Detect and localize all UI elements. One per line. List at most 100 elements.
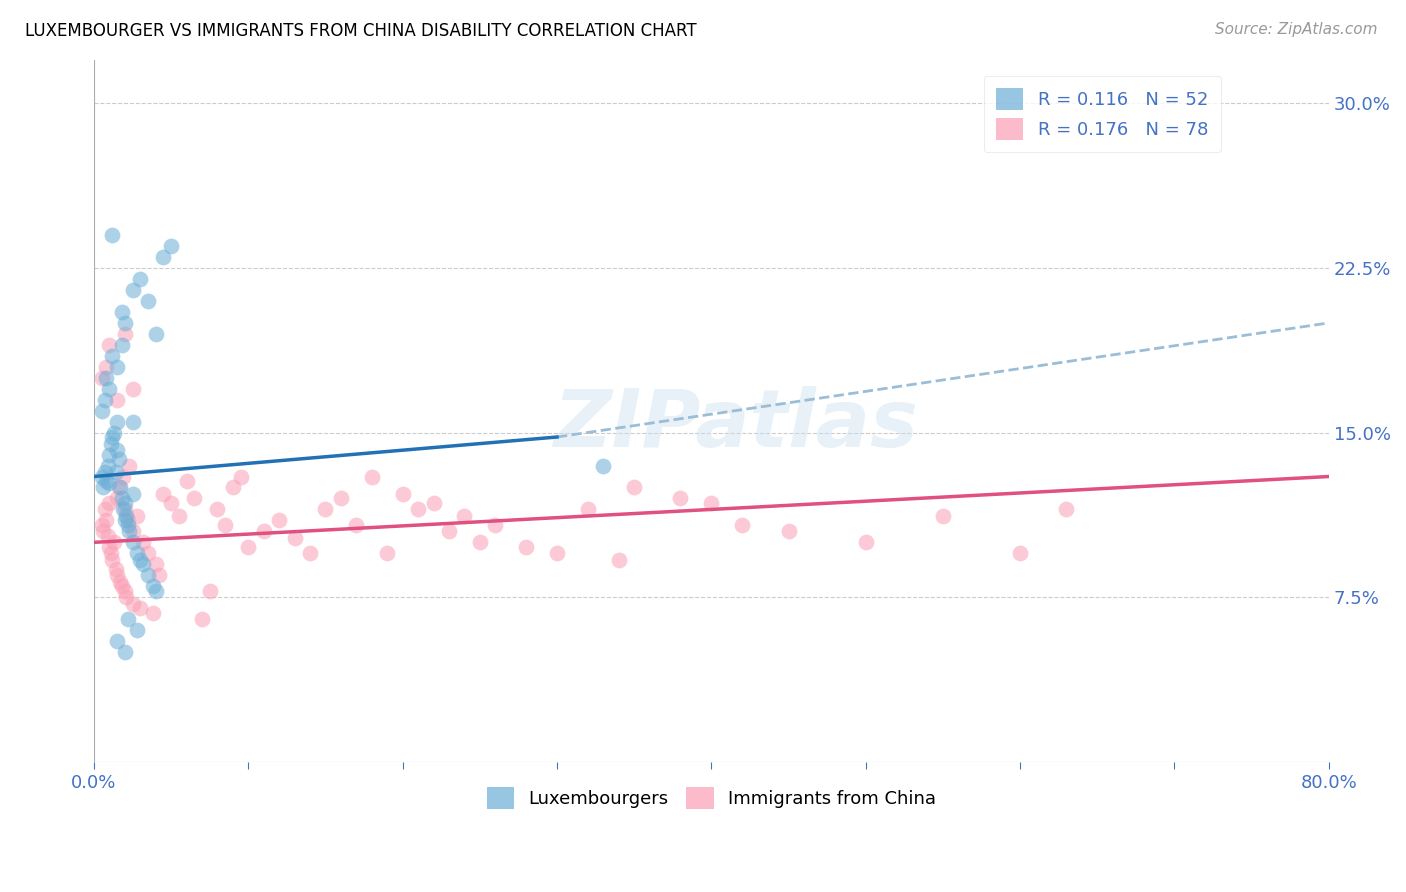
Point	[183, 491, 205, 506]
Point	[299, 546, 322, 560]
Point	[105, 491, 128, 506]
Point	[96, 513, 118, 527]
Point	[115, 591, 138, 605]
Point	[101, 228, 124, 243]
Point	[127, 623, 149, 637]
Point	[114, 326, 136, 341]
Point	[142, 606, 165, 620]
Point	[105, 359, 128, 374]
Point	[360, 469, 382, 483]
Point	[111, 338, 134, 352]
Point	[96, 359, 118, 374]
Point	[100, 546, 122, 560]
Point	[623, 481, 645, 495]
Point	[96, 371, 118, 385]
Point	[136, 546, 159, 560]
Point	[118, 458, 141, 473]
Point	[284, 531, 307, 545]
Point	[731, 517, 754, 532]
Point	[114, 513, 136, 527]
Point	[160, 239, 183, 253]
Text: LUXEMBOURGER VS IMMIGRANTS FROM CHINA DISABILITY CORRELATION CHART: LUXEMBOURGER VS IMMIGRANTS FROM CHINA DI…	[25, 22, 697, 40]
Text: ZIPatlas: ZIPatlas	[554, 385, 918, 464]
Point	[121, 487, 143, 501]
Point	[105, 634, 128, 648]
Point	[114, 316, 136, 330]
Point	[100, 436, 122, 450]
Point	[98, 448, 121, 462]
Point	[107, 481, 129, 495]
Point	[91, 481, 114, 495]
Point	[145, 558, 167, 572]
Point	[104, 465, 127, 479]
Point	[97, 458, 120, 473]
Point	[127, 546, 149, 560]
Point	[515, 540, 537, 554]
Point	[98, 496, 121, 510]
Point	[669, 491, 692, 506]
Point	[160, 496, 183, 510]
Point	[191, 612, 214, 626]
Legend: Luxembourgers, Immigrants from China: Luxembourgers, Immigrants from China	[479, 780, 943, 816]
Point	[108, 481, 131, 495]
Point	[112, 502, 135, 516]
Point	[700, 496, 723, 510]
Point	[90, 469, 112, 483]
Point	[105, 443, 128, 458]
Point	[98, 382, 121, 396]
Point	[132, 535, 155, 549]
Point	[121, 415, 143, 429]
Point	[468, 535, 491, 549]
Point	[198, 583, 221, 598]
Point	[142, 579, 165, 593]
Point	[114, 645, 136, 659]
Point	[546, 546, 568, 560]
Point	[98, 338, 121, 352]
Point	[111, 305, 134, 319]
Point	[114, 502, 136, 516]
Point	[932, 508, 955, 523]
Point	[93, 392, 115, 407]
Point	[238, 540, 260, 554]
Point	[453, 508, 475, 523]
Point	[121, 535, 143, 549]
Point	[253, 524, 276, 539]
Point	[136, 293, 159, 308]
Point	[344, 517, 367, 532]
Point	[269, 513, 291, 527]
Point	[93, 465, 115, 479]
Point	[1054, 502, 1077, 516]
Point	[145, 326, 167, 341]
Point	[121, 283, 143, 297]
Point	[98, 540, 121, 554]
Point	[176, 474, 198, 488]
Point	[222, 481, 245, 495]
Point	[148, 568, 170, 582]
Point	[592, 458, 614, 473]
Point	[114, 496, 136, 510]
Point	[152, 250, 174, 264]
Point	[105, 415, 128, 429]
Point	[96, 474, 118, 488]
Point	[484, 517, 506, 532]
Point	[114, 583, 136, 598]
Point	[129, 272, 152, 286]
Point	[329, 491, 352, 506]
Point	[207, 502, 229, 516]
Point	[101, 349, 124, 363]
Point	[855, 535, 877, 549]
Point	[117, 612, 139, 626]
Point	[229, 469, 252, 483]
Point	[375, 546, 398, 560]
Point	[121, 524, 143, 539]
Point	[101, 430, 124, 444]
Point	[93, 502, 115, 516]
Point	[118, 524, 141, 539]
Point	[314, 502, 336, 516]
Point	[105, 568, 128, 582]
Point	[437, 524, 460, 539]
Point	[111, 579, 134, 593]
Point	[112, 469, 135, 483]
Point	[115, 508, 138, 523]
Point	[104, 562, 127, 576]
